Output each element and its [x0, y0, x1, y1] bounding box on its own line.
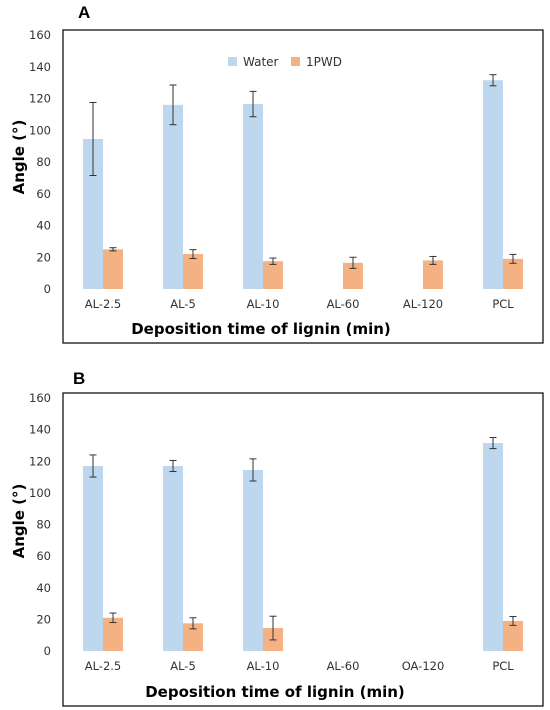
- error-bar: [489, 437, 497, 450]
- x-axis-label-a: Deposition time of lignin (min): [131, 320, 391, 338]
- bar-water: [483, 80, 503, 290]
- x-tick-label: AL-60: [327, 297, 360, 311]
- error-bar: [249, 458, 257, 482]
- y-tick-label: 40: [36, 219, 51, 233]
- error-bar: [249, 90, 257, 118]
- error-bar: [189, 617, 197, 630]
- panel-letter-b: B: [73, 369, 85, 388]
- x-ticks-b: AL-2.5 AL-5 AL-10 AL-60 OA-120 PCL: [85, 659, 515, 673]
- y-tick-label: 20: [36, 250, 51, 264]
- y-tick-label: 80: [36, 155, 51, 169]
- bar-1pwd: [503, 258, 523, 289]
- y-tick-label: 100: [29, 486, 51, 500]
- legend-a: Water 1PWD: [228, 55, 342, 69]
- x-tick-label: OA-120: [402, 659, 445, 673]
- x-tick-label: AL-10: [247, 659, 280, 673]
- error-bar: [269, 615, 277, 641]
- x-tick-label: AL-2.5: [85, 297, 122, 311]
- bar-1pwd: [183, 623, 203, 651]
- error-bar: [349, 256, 357, 269]
- bar-1pwd: [103, 249, 123, 289]
- y-axis-label-a: Angle (°): [10, 120, 28, 195]
- error-bar: [109, 612, 117, 624]
- bar-1pwd: [423, 260, 443, 289]
- x-tick-label: AL-120: [403, 297, 443, 311]
- legend-label-water: Water: [243, 55, 279, 69]
- y-tick-label: 60: [36, 187, 51, 201]
- legend-swatch-1pwd: [291, 57, 300, 66]
- y-tick-label: 120: [29, 454, 51, 468]
- bar-1pwd: [263, 261, 283, 289]
- x-ticks-a: AL-2.5 AL-5 AL-10 AL-60 AL-120 PCL: [85, 297, 515, 311]
- x-tick-label: AL-2.5: [85, 659, 122, 673]
- error-bar: [169, 459, 177, 473]
- bar-water: [163, 465, 183, 651]
- y-ticks-a: 0 20 40 60 80 100 120 140 160: [29, 28, 51, 296]
- y-tick-label: 60: [36, 549, 51, 563]
- bar-water: [83, 138, 103, 289]
- plot-frame-b: [62, 392, 544, 707]
- x-tick-label: AL-5: [170, 297, 196, 311]
- error-bar: [109, 247, 117, 252]
- bar-1pwd: [503, 620, 523, 651]
- plot-frame-a: [62, 29, 544, 344]
- error-bar: [509, 253, 517, 264]
- bar-1pwd: [343, 262, 363, 289]
- x-tick-label: AL-5: [170, 659, 196, 673]
- y-tick-label: 140: [29, 423, 51, 437]
- bar-water: [83, 465, 103, 651]
- x-axis-label-b: Deposition time of lignin (min): [145, 683, 405, 701]
- y-tick-label: 160: [29, 28, 51, 42]
- y-tick-label: 0: [44, 644, 51, 658]
- y-tick-label: 100: [29, 123, 51, 137]
- bars-a: [83, 74, 523, 290]
- y-tick-label: 20: [36, 612, 51, 626]
- error-bar: [509, 616, 517, 626]
- y-tick-label: 40: [36, 581, 51, 595]
- error-bar: [269, 257, 277, 265]
- bars-b: [83, 437, 523, 651]
- x-tick-label: AL-10: [247, 297, 280, 311]
- error-bar: [429, 255, 437, 265]
- y-tick-label: 80: [36, 518, 51, 532]
- error-bar: [189, 249, 197, 260]
- legend-label-1pwd: 1PWD: [306, 55, 342, 69]
- panel-letter-a: A: [78, 3, 90, 22]
- bar-1pwd: [183, 254, 203, 289]
- error-bar: [89, 101, 97, 176]
- y-ticks-b: 0 20 40 60 80 100 120 140 160: [29, 391, 51, 658]
- x-tick-label: PCL: [492, 297, 514, 311]
- bar-water: [243, 469, 263, 651]
- error-bar: [169, 84, 177, 126]
- error-bar: [489, 74, 497, 87]
- y-axis-label-b: Angle (°): [10, 484, 28, 559]
- x-tick-label: AL-60: [327, 659, 360, 673]
- y-tick-label: 160: [29, 391, 51, 405]
- y-tick-label: 0: [44, 282, 51, 296]
- bar-water: [243, 104, 263, 290]
- bar-water: [163, 104, 183, 289]
- legend-swatch-water: [228, 57, 237, 66]
- y-tick-label: 120: [29, 92, 51, 106]
- bar-water: [483, 443, 503, 651]
- bar-1pwd: [103, 617, 123, 651]
- error-bar: [89, 454, 97, 478]
- x-tick-label: PCL: [492, 659, 514, 673]
- y-tick-label: 140: [29, 60, 51, 74]
